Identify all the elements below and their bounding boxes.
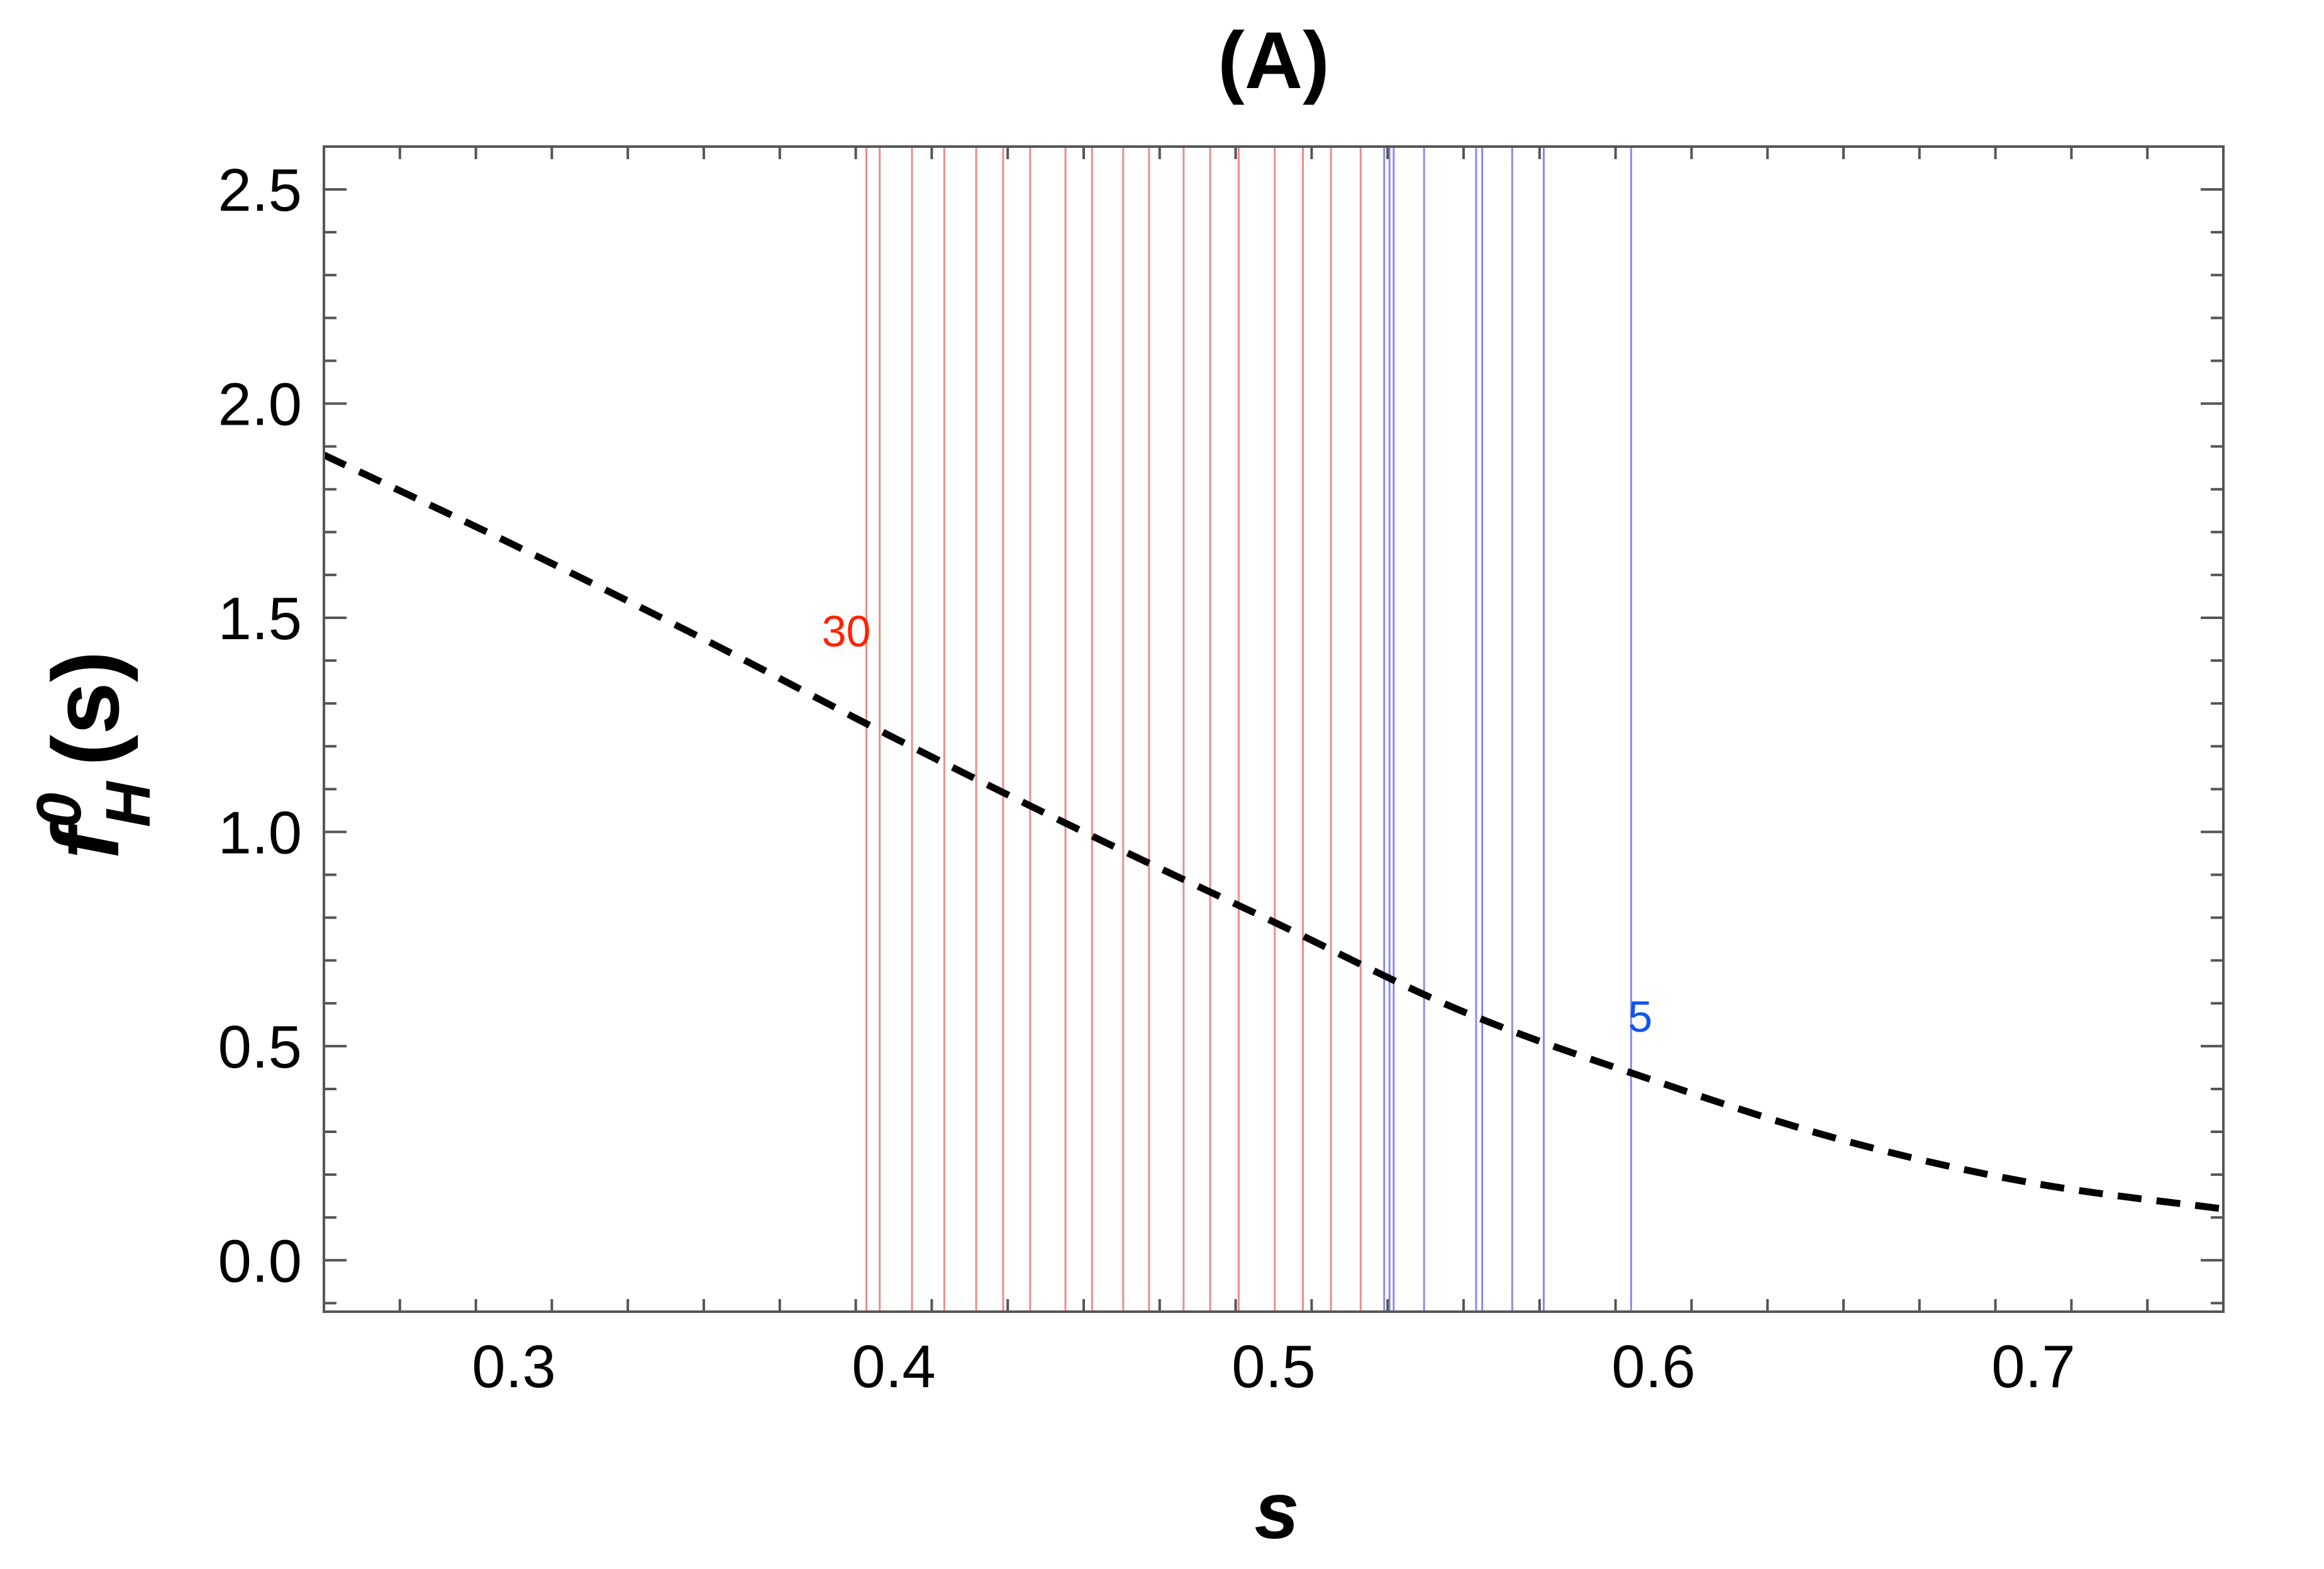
y-tick-labels: 0.0 0.5 1.0 1.5 2.0 2.5 <box>218 157 302 1295</box>
annotations: 30 5 <box>822 606 1653 1041</box>
blue-vertical-lines <box>1384 147 1632 1312</box>
annotation-label: 30 <box>822 606 871 656</box>
series-line <box>324 455 2223 1209</box>
x-tick-label: 0.3 <box>472 1333 555 1400</box>
x-tick-label: 0.6 <box>1611 1333 1695 1400</box>
x-tick-label: 0.5 <box>1231 1333 1315 1400</box>
y-tick-label: 2.5 <box>218 157 302 224</box>
y-tick-label: 0.5 <box>218 1013 302 1081</box>
series-layer <box>324 455 2223 1209</box>
y-axis-label-argument: (s) <box>33 650 138 766</box>
svg-text:f0H(s): f0H(s) <box>24 650 164 859</box>
x-axis-label: s <box>1254 1466 1299 1556</box>
y-tick-label: 0.0 <box>218 1227 302 1295</box>
y-axis-label: f0H(s) <box>24 650 164 859</box>
y-axis-label-superscript: 0 <box>24 793 94 828</box>
plot-frame <box>324 147 2223 1312</box>
y-tick-label: 1.0 <box>218 799 302 866</box>
x-tick-labels: 0.3 0.4 0.5 0.6 0.7 <box>472 1333 2075 1400</box>
annotation-label: 5 <box>1628 992 1652 1041</box>
y-tick-label: 1.5 <box>218 585 302 652</box>
x-tick-label: 0.7 <box>1991 1333 2075 1400</box>
red-vertical-lines <box>867 147 1361 1312</box>
y-tick-label: 2.0 <box>218 371 302 438</box>
ticks-layer <box>324 147 2223 1312</box>
y-axis-label-subscript: H <box>93 781 164 827</box>
chart-title: (A) <box>1218 16 1330 106</box>
x-tick-label: 0.4 <box>852 1333 935 1400</box>
